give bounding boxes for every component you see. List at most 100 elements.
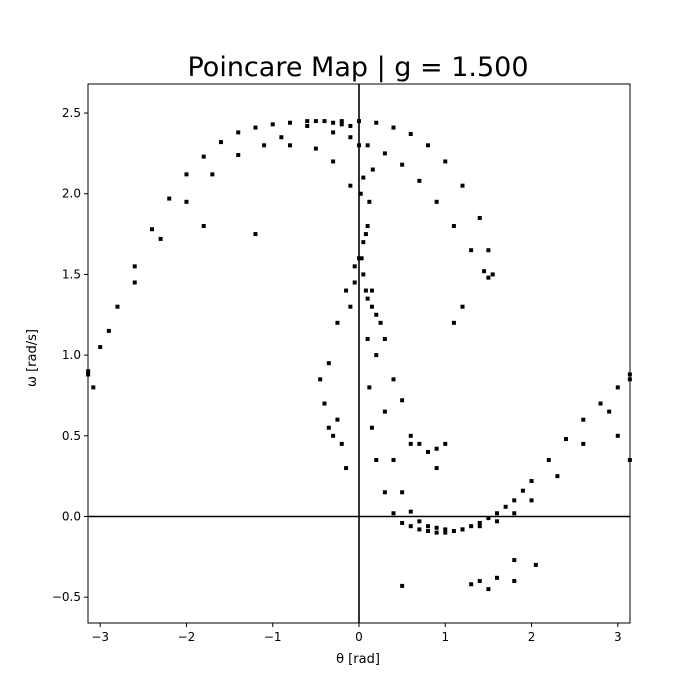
data-point	[344, 288, 349, 293]
data-point	[533, 562, 538, 567]
data-point	[287, 120, 292, 125]
data-point	[490, 272, 495, 277]
data-point	[495, 519, 500, 524]
data-point	[486, 587, 491, 592]
data-point	[426, 449, 431, 454]
data-point	[365, 296, 370, 301]
data-point	[167, 196, 172, 201]
data-point	[503, 504, 508, 509]
data-point	[374, 120, 379, 125]
data-point	[352, 264, 357, 269]
data-point	[417, 441, 422, 446]
data-point	[426, 529, 431, 534]
data-point	[555, 474, 560, 479]
data-point	[344, 466, 349, 471]
data-point	[348, 135, 353, 140]
data-point	[236, 130, 241, 135]
data-point	[615, 433, 620, 438]
data-point	[408, 509, 413, 514]
data-point	[270, 122, 275, 127]
data-point	[477, 524, 482, 529]
data-point	[443, 527, 448, 532]
data-point	[370, 167, 375, 172]
x-axis-ticks: −3 −2 −1 0 1 2 3	[91, 623, 622, 644]
data-point	[486, 275, 491, 280]
data-point	[106, 328, 111, 333]
data-point	[443, 159, 448, 164]
data-point	[335, 417, 340, 422]
data-point	[615, 385, 620, 390]
data-point	[365, 336, 370, 341]
data-point	[331, 130, 336, 135]
x-tick-label: 1	[441, 630, 449, 644]
data-point	[434, 199, 439, 204]
data-point	[318, 377, 323, 382]
data-point	[369, 288, 374, 293]
data-point	[331, 120, 336, 125]
data-point	[486, 248, 491, 253]
data-point	[313, 146, 318, 151]
data-point	[363, 288, 368, 293]
data-point	[339, 119, 344, 124]
chart-title: Poincare Map | g = 1.500	[187, 52, 528, 83]
data-point	[477, 520, 482, 525]
data-point	[607, 409, 612, 414]
data-point	[374, 353, 379, 358]
data-point	[201, 224, 206, 229]
data-point	[365, 143, 370, 148]
data-point	[529, 478, 534, 483]
data-point	[201, 154, 206, 159]
data-point	[339, 122, 344, 127]
data-point	[581, 417, 586, 422]
data-point	[469, 582, 474, 587]
data-point	[400, 583, 405, 588]
data-point	[335, 320, 340, 325]
data-point	[477, 579, 482, 584]
data-point	[477, 215, 482, 220]
y-tick-label: 1.0	[62, 348, 81, 362]
data-point	[434, 530, 439, 535]
data-point	[331, 433, 336, 438]
data-point	[305, 123, 310, 128]
data-point	[158, 236, 163, 241]
data-point	[358, 191, 363, 196]
data-point	[581, 441, 586, 446]
data-point	[400, 398, 405, 403]
data-point	[382, 409, 387, 414]
data-point	[482, 269, 487, 274]
data-point	[417, 527, 422, 532]
data-point	[529, 498, 534, 503]
data-point	[361, 272, 366, 277]
data-point	[400, 490, 405, 495]
x-tick-label: 0	[355, 630, 363, 644]
data-point	[400, 162, 405, 167]
y-tick-label: −0.5	[52, 590, 81, 604]
data-point	[374, 458, 379, 463]
y-axis-ticks: −0.5 0.0 0.5 1.0 1.5 2.0 2.5	[52, 106, 88, 604]
data-point	[443, 530, 448, 535]
data-point	[512, 579, 517, 584]
data-point	[469, 524, 474, 529]
x-axis-label: θ [rad]	[336, 652, 380, 667]
x-tick-label: −2	[178, 630, 196, 644]
y-axis-label: ω [rad/s]	[25, 329, 40, 387]
data-point	[512, 498, 517, 503]
data-point	[391, 125, 396, 130]
data-point	[520, 488, 525, 493]
y-tick-label: 2.5	[62, 106, 81, 120]
data-point	[184, 199, 189, 204]
x-tick-label: −1	[264, 630, 282, 644]
x-tick-label: −3	[91, 630, 109, 644]
data-point	[486, 516, 491, 521]
data-point	[132, 264, 137, 269]
data-point	[236, 153, 241, 158]
data-point	[279, 135, 284, 140]
data-point	[460, 183, 465, 188]
data-point	[451, 320, 456, 325]
data-point	[359, 256, 364, 261]
data-point	[322, 401, 327, 406]
data-point	[149, 227, 154, 232]
x-tick-label: 2	[528, 630, 536, 644]
data-point	[357, 119, 361, 124]
data-point	[451, 529, 456, 534]
